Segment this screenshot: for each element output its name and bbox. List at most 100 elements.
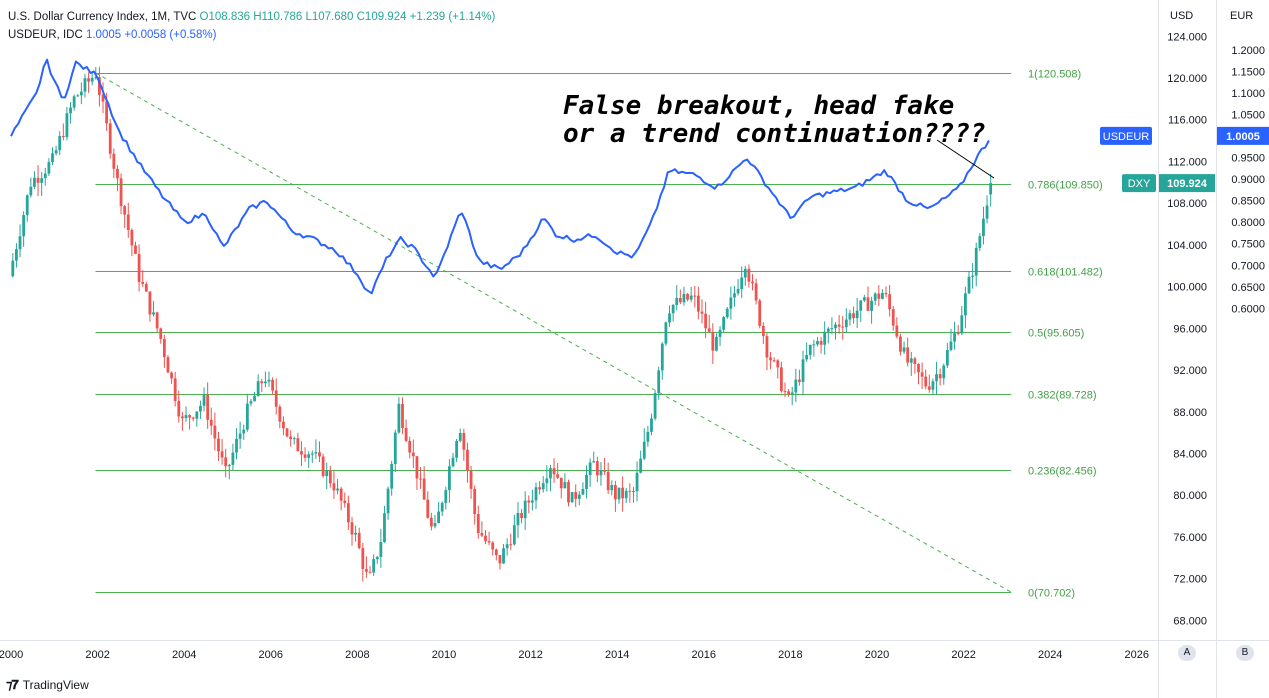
candle-body <box>520 512 523 519</box>
annotation-text-line-1: False breakout, head fake <box>563 91 954 121</box>
candle-body <box>152 312 155 315</box>
candle-body <box>870 300 873 311</box>
candle-body <box>711 331 715 351</box>
candle-body <box>779 367 783 392</box>
x-tick-label: 2012 <box>518 649 542 661</box>
candle-body <box>242 429 246 434</box>
candle-body <box>303 454 307 458</box>
candle-body <box>967 276 971 294</box>
candle-body <box>451 457 455 467</box>
usd-tick-label: 80.000 <box>1173 490 1207 502</box>
candle-body <box>271 379 275 391</box>
candle-body <box>328 470 332 484</box>
candle-body <box>448 466 451 491</box>
candle-body <box>365 568 368 572</box>
candle-body <box>873 293 877 301</box>
candle-body <box>51 153 54 163</box>
candle-body <box>740 277 744 290</box>
candle-body <box>119 178 123 207</box>
candle-body <box>938 374 942 379</box>
x-tick-label: 2022 <box>951 649 975 661</box>
candle-body <box>945 350 949 366</box>
candle-body <box>101 94 105 102</box>
auto-scale-button[interactable]: A <box>1178 645 1196 661</box>
candle-body <box>657 370 661 394</box>
candle-body <box>83 78 87 92</box>
eur-tick-label: 0.9500 <box>1231 153 1265 165</box>
candle-body <box>761 325 765 337</box>
candle-body <box>285 428 289 437</box>
candle-body <box>906 347 910 363</box>
candle-body <box>812 344 816 346</box>
candle-body <box>357 532 361 549</box>
candle-body <box>909 358 913 363</box>
candle-body <box>545 478 549 484</box>
candle-body <box>231 452 235 465</box>
candle-body <box>18 236 22 250</box>
candle-body <box>289 436 293 440</box>
candle-body <box>108 123 112 154</box>
x-tick-label: 2020 <box>865 649 889 661</box>
candle-body <box>61 136 65 138</box>
candle-body <box>678 298 682 303</box>
candle-body <box>989 183 993 195</box>
candle-body <box>220 451 224 458</box>
candle-body <box>58 136 62 151</box>
candle-body <box>87 78 90 82</box>
usd-tick-label: 68.000 <box>1173 615 1207 627</box>
candle-body <box>884 293 888 295</box>
eur-tick-label: 1.1000 <box>1231 88 1265 100</box>
candle-body <box>765 336 769 358</box>
candle-body <box>559 477 563 489</box>
candle-body <box>321 456 325 477</box>
candle-body <box>105 101 109 124</box>
candle-body <box>202 394 206 406</box>
candle-body <box>393 432 397 465</box>
candle-body <box>386 488 390 514</box>
candle-body <box>772 360 776 362</box>
candle-body <box>671 304 675 314</box>
candle-body <box>841 326 845 328</box>
candle-body <box>725 308 729 318</box>
x-tick-label: 2010 <box>432 649 456 661</box>
candle-body <box>401 403 404 428</box>
eur-tick-label: 0.7500 <box>1231 239 1265 251</box>
candle-body <box>54 150 58 154</box>
candle-body <box>682 293 686 303</box>
candle-body <box>855 310 859 319</box>
usd-tick-label: 116.000 <box>1168 115 1207 127</box>
x-tick-label: 2000 <box>0 649 23 661</box>
candle-body <box>191 417 195 419</box>
candle-body <box>184 415 188 419</box>
usdeur-legend-title: USDEUR, IDC <box>8 29 83 41</box>
candle-body <box>419 478 422 480</box>
candle-body <box>808 344 812 355</box>
candle-body <box>852 313 855 319</box>
candle-body <box>69 107 72 114</box>
candle-body <box>177 400 181 417</box>
candle-body <box>743 268 747 278</box>
usdeur-value-badge <box>1217 126 1269 145</box>
candle-body <box>509 544 513 546</box>
candle-body <box>307 454 311 458</box>
candle-body <box>538 487 542 490</box>
candle-body <box>859 300 863 311</box>
candle-body <box>354 532 357 535</box>
candle-body <box>689 295 693 300</box>
candle-body <box>433 523 437 527</box>
candle-body <box>29 186 33 196</box>
eur-tick-label: 0.6000 <box>1231 303 1265 315</box>
candle-body <box>707 328 711 332</box>
candle-body <box>473 488 477 515</box>
candle-body <box>166 357 170 373</box>
candle-body <box>227 464 231 467</box>
candle-body <box>552 468 556 475</box>
candle-body <box>664 322 668 344</box>
candle-body <box>379 542 383 557</box>
candle-body <box>141 281 145 284</box>
candle-body <box>36 177 40 183</box>
scale-b-button[interactable]: B <box>1236 645 1254 661</box>
candle-body <box>606 471 610 491</box>
usdeur-value-badge-label: 1.0005 <box>1226 131 1260 143</box>
